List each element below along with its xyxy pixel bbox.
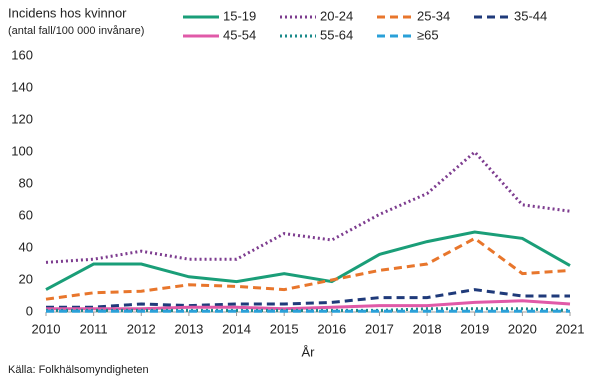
x-tick-label: 2018 — [413, 321, 442, 336]
x-tick-label: 2016 — [317, 321, 346, 336]
x-tick-label: 2020 — [508, 321, 537, 336]
y-tick-label: 100 — [11, 143, 33, 158]
legend-label: ≥65 — [417, 27, 439, 42]
legend-label: 55-64 — [320, 27, 353, 42]
x-tick-label: 2019 — [460, 321, 489, 336]
source: Källa: Folkhälsomyndigheten — [8, 364, 149, 376]
series-line — [45, 236, 571, 301]
series-line — [45, 149, 571, 264]
x-axis-label: År — [302, 344, 316, 359]
x-tick-label: 2014 — [222, 321, 251, 336]
series-line — [46, 299, 571, 311]
y-tick-label: 0 — [26, 303, 33, 318]
x-tick-label: 2011 — [80, 321, 108, 336]
y-tick-label: 120 — [11, 111, 33, 126]
legend-label: 25-34 — [417, 8, 450, 23]
y-tick-label: 60 — [19, 207, 33, 222]
x-tick-label: 2013 — [174, 321, 203, 336]
series-line — [46, 288, 570, 309]
x-tick-label: 2015 — [270, 321, 299, 336]
chart-title: Incidens hos kvinnor — [8, 5, 127, 20]
legend-label: 45-54 — [223, 27, 256, 42]
x-tick-label: 2010 — [32, 321, 61, 336]
series-line — [45, 230, 571, 291]
y-tick-label: 140 — [11, 79, 33, 94]
x-tick-label: 2021 — [556, 321, 585, 336]
x-tick-label: 2017 — [365, 321, 394, 336]
legend-label: 15-19 — [223, 8, 256, 23]
x-tick-label: 2012 — [127, 321, 156, 336]
legend-label: 35-44 — [514, 8, 547, 23]
y-tick-label: 40 — [19, 239, 33, 254]
y-tick-label: 80 — [19, 175, 33, 190]
legend-label: 20-24 — [320, 8, 353, 23]
chart-subtitle: (antal fall/100 000 invånare) — [8, 25, 144, 37]
y-tick-label: 20 — [19, 271, 33, 286]
y-tick-label: 160 — [11, 47, 33, 62]
